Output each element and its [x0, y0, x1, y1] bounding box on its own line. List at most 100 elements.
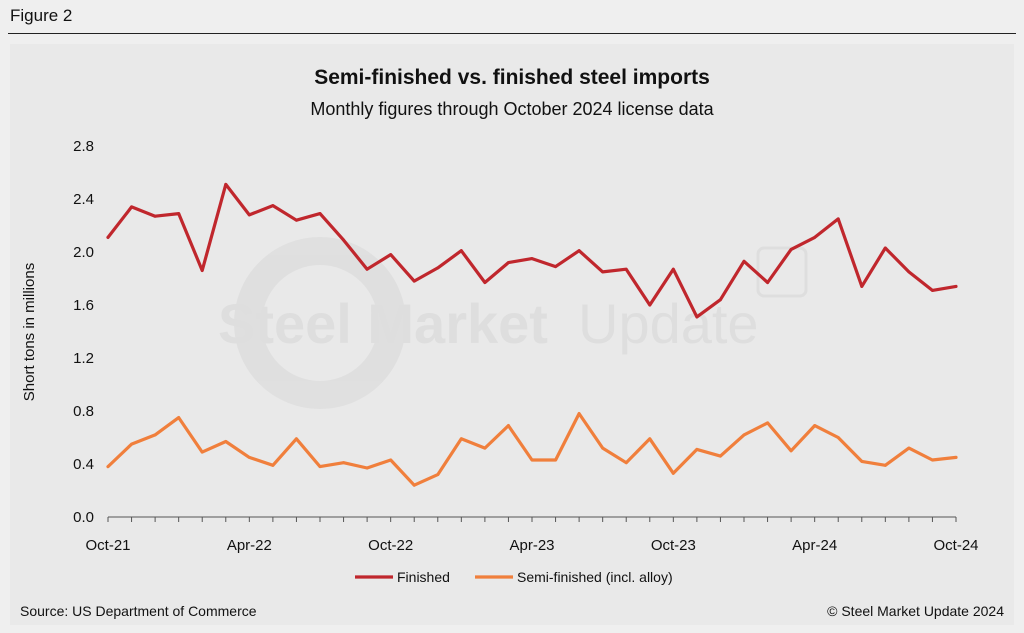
data-point [954, 455, 958, 459]
data-point [530, 458, 534, 462]
data-point [200, 450, 204, 454]
data-point [742, 433, 746, 437]
data-point [247, 455, 251, 459]
data-point [860, 285, 864, 288]
data-point [719, 454, 722, 458]
data-point [883, 463, 887, 467]
data-point [836, 217, 840, 221]
data-point [601, 270, 605, 274]
y-tick-label: 0.4 [73, 456, 94, 473]
data-point [695, 315, 699, 319]
data-point [507, 261, 510, 264]
y-tick-label: 2.0 [73, 244, 94, 261]
data-point [365, 466, 369, 470]
data-point [412, 279, 416, 283]
data-point [389, 458, 393, 462]
data-point [271, 204, 275, 208]
data-point [836, 436, 840, 439]
figure-label: Figure 2 [10, 6, 73, 25]
copyright-note: © Steel Market Update 2024 [827, 603, 1004, 619]
data-point [530, 257, 534, 261]
data-point [624, 267, 628, 271]
chart-subtitle: Monthly figures through October 2024 lic… [310, 99, 714, 119]
data-point [648, 437, 652, 441]
watermark-text-bold: Steel Market [218, 292, 548, 355]
data-point [507, 424, 510, 427]
data-point [106, 465, 110, 469]
data-point [389, 253, 393, 257]
figure-divider [8, 33, 1016, 34]
data-point [295, 218, 298, 222]
chart-title: Semi-finished vs. finished steel imports [314, 66, 710, 89]
data-point [554, 458, 557, 462]
y-tick-label: 0.8 [73, 403, 94, 420]
data-point [436, 473, 440, 476]
data-point [860, 459, 864, 463]
data-point [719, 298, 722, 302]
legend-label: Semi-finished (incl. alloy) [517, 569, 673, 585]
data-point [106, 236, 110, 239]
data-point [931, 289, 934, 292]
data-point [224, 183, 228, 186]
x-tick-label: Oct-24 [933, 537, 978, 554]
data-point [883, 246, 887, 250]
data-point [130, 205, 133, 209]
data-point [954, 285, 958, 288]
data-point [813, 424, 817, 427]
data-point [648, 303, 652, 307]
chart-legend: Finished Semi-finished (incl. alloy) [355, 569, 673, 585]
source-note: Source: US Department of Commerce [20, 603, 257, 619]
data-point [342, 238, 345, 242]
chart-panel [10, 44, 1014, 625]
data-point [295, 437, 298, 441]
data-point [318, 212, 322, 215]
data-point [483, 281, 487, 284]
data-point [742, 259, 746, 263]
data-point [671, 267, 675, 271]
data-point [766, 421, 769, 425]
data-point [483, 446, 487, 450]
watermark-logo: Steel Market Update [218, 237, 808, 409]
data-point [177, 416, 181, 420]
data-point [153, 433, 157, 437]
data-point [247, 213, 251, 217]
data-point [271, 463, 275, 467]
x-tick-label: Oct-22 [368, 537, 413, 554]
data-point [200, 269, 204, 272]
watermark-chart-icon [756, 246, 808, 298]
y-tick-label: 2.4 [73, 191, 94, 208]
chart-axes: 0.0 0.4 0.8 1.2 1.6 2.0 2.4 2.8 Oct-21 Apr-22 Oct-… [73, 138, 978, 554]
chart-series [106, 182, 958, 487]
x-tick-label: Apr-22 [227, 537, 272, 554]
data-point [459, 437, 463, 441]
data-point [695, 448, 699, 451]
data-point [671, 471, 675, 475]
data-point [789, 247, 793, 251]
data-point [224, 440, 228, 443]
data-point [554, 265, 557, 268]
y-tick-label: 1.2 [73, 350, 94, 367]
data-point [601, 446, 605, 450]
data-point [153, 214, 157, 218]
data-point [177, 212, 181, 215]
data-point [318, 465, 322, 469]
x-tick-label: Apr-24 [792, 537, 837, 554]
data-point [907, 270, 911, 274]
data-point [931, 458, 934, 462]
y-tick-label: 2.8 [73, 138, 94, 155]
data-point [813, 236, 817, 239]
data-point [342, 461, 345, 465]
y-tick-label: 1.6 [73, 297, 94, 314]
x-tick-label: Oct-21 [85, 537, 130, 554]
data-point [907, 446, 911, 450]
data-point [766, 281, 769, 284]
data-point [459, 249, 463, 253]
data-point [577, 412, 581, 416]
x-tick-label: Apr-23 [509, 537, 554, 554]
watermark-text-light: Update [578, 292, 759, 355]
watermark-ring [234, 237, 406, 409]
data-point [624, 461, 628, 465]
data-point [436, 266, 440, 270]
data-point [365, 267, 369, 271]
